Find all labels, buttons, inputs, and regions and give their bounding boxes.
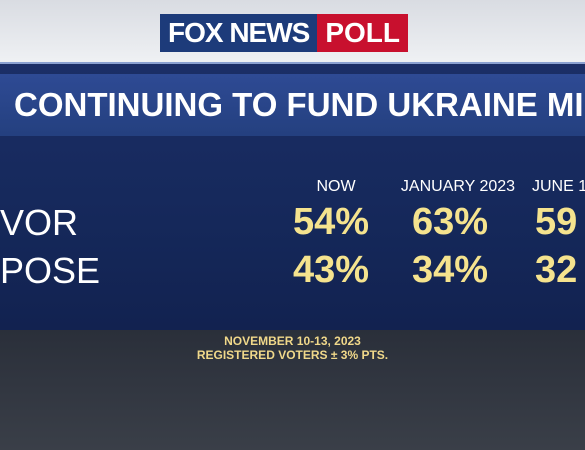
row-label: POSE — [0, 250, 101, 291]
logo-text: FOX NEWS — [160, 14, 318, 52]
row-label: VOR — [0, 202, 79, 243]
column-header: JUNE 1 — [532, 178, 585, 195]
logo-tag: POLL — [317, 14, 409, 52]
cell-value: 59 — [535, 201, 578, 243]
footer-note: REGISTERED VOTERS ± 3% PTS. — [196, 348, 389, 362]
cell-value: 54% — [293, 201, 370, 243]
cell-value: 32 — [535, 249, 578, 291]
column-header: NOW — [316, 178, 356, 195]
title-band — [0, 74, 585, 136]
column-header: JANUARY 2023 — [400, 178, 516, 195]
cell-value: 63% — [412, 201, 489, 243]
cell-value: 34% — [412, 249, 489, 291]
footer-date: NOVEMBER 10-13, 2023 — [224, 334, 361, 348]
logo: FOX NEWS POLL — [160, 14, 409, 52]
title: CONTINUING TO FUND UKRAINE MILITA — [14, 86, 585, 123]
cell-value: 43% — [293, 249, 370, 291]
